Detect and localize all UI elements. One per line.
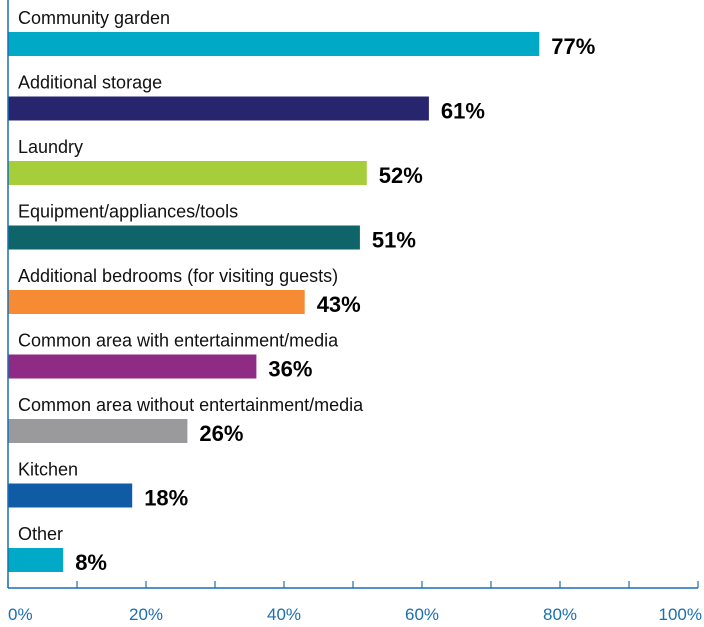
- value-label: 61%: [441, 99, 485, 124]
- value-label: 77%: [551, 34, 595, 59]
- value-label: 18%: [144, 486, 188, 511]
- category-label: Equipment/appliances/tools: [18, 202, 238, 222]
- bar: [8, 548, 64, 572]
- bar: [8, 354, 257, 379]
- value-label: 36%: [268, 357, 312, 382]
- category-label: Other: [18, 524, 63, 544]
- value-label: 52%: [379, 163, 423, 188]
- category-label: Laundry: [18, 137, 83, 157]
- bar: [8, 96, 429, 121]
- x-tick-label: 60%: [405, 605, 439, 624]
- category-label: Common area with entertainment/media: [18, 331, 339, 351]
- bar: [8, 32, 540, 56]
- x-tick-label: 0%: [8, 605, 33, 624]
- bar: [8, 483, 133, 508]
- value-label: 8%: [75, 550, 107, 575]
- category-label: Additional bedrooms (for visiting guests…: [18, 266, 338, 286]
- value-label: 26%: [199, 421, 243, 446]
- x-tick-label: 100%: [659, 605, 702, 624]
- category-label: Common area without entertainment/media: [18, 395, 364, 415]
- value-label: 51%: [372, 228, 416, 253]
- x-axis: 0% 20% 40% 60% 80% 100%: [7, 0, 702, 624]
- category-label: Additional storage: [18, 73, 162, 93]
- bars-layer: Community garden 77% Additional storage 61%…: [8, 8, 595, 575]
- x-tick-label: 80%: [543, 605, 577, 624]
- x-tick-label: 20%: [129, 605, 163, 624]
- value-label: 43%: [317, 292, 361, 317]
- bar: [8, 290, 305, 314]
- bar: [8, 419, 188, 443]
- bar: [8, 225, 360, 250]
- bar: [8, 161, 367, 185]
- category-label: Kitchen: [18, 460, 78, 480]
- category-label: Community garden: [18, 8, 170, 28]
- x-tick-label: 40%: [267, 605, 301, 624]
